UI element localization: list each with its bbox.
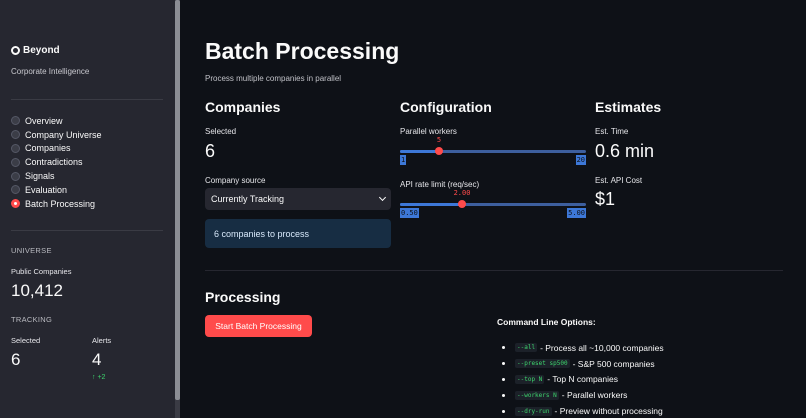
sidebar: Beyond Corporate Intelligence Overview C… (0, 0, 180, 418)
cmd-flag: --preset sp500 (515, 359, 570, 369)
company-source-value: Currently Tracking (211, 194, 285, 204)
nav-item-batch-processing[interactable]: Batch Processing (11, 197, 102, 211)
slider-min-label: 1 (400, 155, 407, 165)
cmd-flag: --top N (515, 374, 545, 384)
radio-icon (11, 116, 20, 126)
sidebar-divider (11, 230, 163, 231)
cmd-flag: --workers N (515, 390, 559, 400)
list-item: --dry-run - Preview without processing (502, 403, 664, 418)
cmd-options-list: --all - Process all ~10,000 companies --p… (502, 340, 664, 418)
nav-item-company-universe[interactable]: Company Universe (11, 128, 102, 142)
cmd-desc: - Preview without processing (554, 406, 663, 417)
bullet-icon (502, 409, 505, 413)
slider-max-label: 5.00 (567, 208, 586, 218)
list-item: --all - Process all ~10,000 companies (502, 340, 664, 356)
public-companies-value: 10,412 (11, 281, 63, 300)
nav-item-label: Companies (25, 143, 71, 154)
radio-icon (11, 157, 20, 167)
alerts-delta: ↑ +2 (92, 374, 105, 381)
radio-selected-icon (11, 199, 20, 209)
company-source-label: Company source (205, 176, 266, 185)
start-batch-processing-button[interactable]: Start Batch Processing (205, 315, 312, 337)
nav-item-label: Contradictions (25, 157, 83, 168)
radio-icon (11, 185, 20, 195)
nav-item-label: Batch Processing (25, 198, 96, 209)
companies-selected-value: 6 (205, 141, 216, 161)
nav-item-label: Evaluation (25, 184, 68, 195)
sidebar-scrollbar-thumb[interactable] (175, 0, 180, 400)
nav-item-label: Signals (25, 171, 55, 182)
list-item: --top N- Top N companies (502, 372, 664, 388)
nav-item-evaluation[interactable]: Evaluation (11, 183, 102, 197)
radio-icon (11, 143, 20, 153)
slider-value: 5 (436, 136, 442, 144)
parallel-workers-label: Parallel workers (400, 127, 457, 136)
bullet-icon (502, 362, 505, 366)
est-cost-label: Est. API Cost (595, 176, 643, 185)
slider-track-fill (400, 150, 439, 153)
cmd-flag: --all (515, 343, 538, 353)
alerts-delta-value: +2 (97, 374, 106, 381)
slider-track (400, 150, 586, 153)
universe-heading: UNIVERSE (11, 246, 52, 255)
cmd-options-title: Command Line Options: (497, 317, 596, 327)
est-cost-value: $1 (595, 189, 616, 209)
nav-item-signals[interactable]: Signals (11, 169, 102, 183)
tracking-heading: TRACKING (11, 315, 53, 324)
nav-item-label: Overview (25, 115, 63, 126)
selected-value: 6 (11, 350, 21, 369)
public-companies-label: Public Companies (11, 267, 72, 276)
sidebar-divider (11, 99, 163, 100)
selected-label: Selected (11, 336, 41, 345)
brand-name: Beyond (23, 45, 60, 56)
configuration-heading: Configuration (400, 99, 492, 115)
radio-icon (11, 171, 20, 181)
est-time-label: Est. Time (595, 127, 629, 136)
radio-icon (11, 130, 20, 140)
slider-track-fill (400, 203, 462, 206)
estimates-heading: Estimates (595, 99, 662, 115)
brand-logo-icon (11, 46, 20, 55)
slider-track (400, 203, 586, 206)
companies-heading: Companies (205, 99, 281, 115)
alerts-value: 4 (92, 350, 102, 369)
companies-info-box: 6 companies to process (205, 219, 391, 248)
companies-selected-label: Selected (205, 127, 237, 136)
slider-max-label: 20 (575, 155, 586, 165)
slider-value: 2.00 (453, 189, 471, 197)
nav-item-overview[interactable]: Overview (11, 114, 102, 128)
slider-thumb[interactable] (435, 147, 443, 155)
slider-thumb[interactable] (458, 200, 466, 208)
main-content: Batch Processing Process multiple compan… (180, 0, 806, 418)
list-item: --preset sp500- S&P 500 companies (502, 356, 664, 372)
page-subtitle: Process multiple companies in parallel (205, 74, 342, 83)
processing-heading: Processing (205, 289, 281, 305)
cmd-flag: --dry-run (515, 406, 552, 416)
nav-item-companies[interactable]: Companies (11, 142, 102, 156)
cmd-desc: - Top N companies (547, 374, 619, 385)
company-source-select[interactable]: Currently Tracking (205, 188, 391, 210)
nav-item-contradictions[interactable]: Contradictions (11, 155, 102, 169)
cmd-desc: - Process all ~10,000 companies (540, 342, 664, 353)
alerts-label: Alerts (92, 336, 112, 345)
page-title: Batch Processing (205, 38, 400, 64)
bullet-icon (502, 377, 505, 381)
brand: Beyond (11, 45, 60, 56)
cmd-desc: - S&P 500 companies (572, 358, 655, 369)
section-divider (205, 270, 783, 271)
est-time-value: 0.6 min (595, 141, 655, 161)
bullet-icon (502, 346, 505, 350)
chevron-down-icon (378, 193, 387, 202)
list-item: --workers N- Parallel workers (502, 387, 664, 403)
api-rate-limit-label: API rate limit (req/sec) (400, 180, 480, 189)
brand-subtitle: Corporate Intelligence (11, 67, 90, 76)
arrow-up-icon: ↑ (92, 374, 96, 381)
sidebar-nav: Overview Company Universe Companies Cont… (11, 114, 102, 211)
cmd-desc: - Parallel workers (561, 390, 628, 401)
bullet-icon (502, 393, 505, 397)
nav-item-label: Company Universe (25, 129, 102, 140)
slider-min-label: 0.50 (400, 208, 419, 218)
